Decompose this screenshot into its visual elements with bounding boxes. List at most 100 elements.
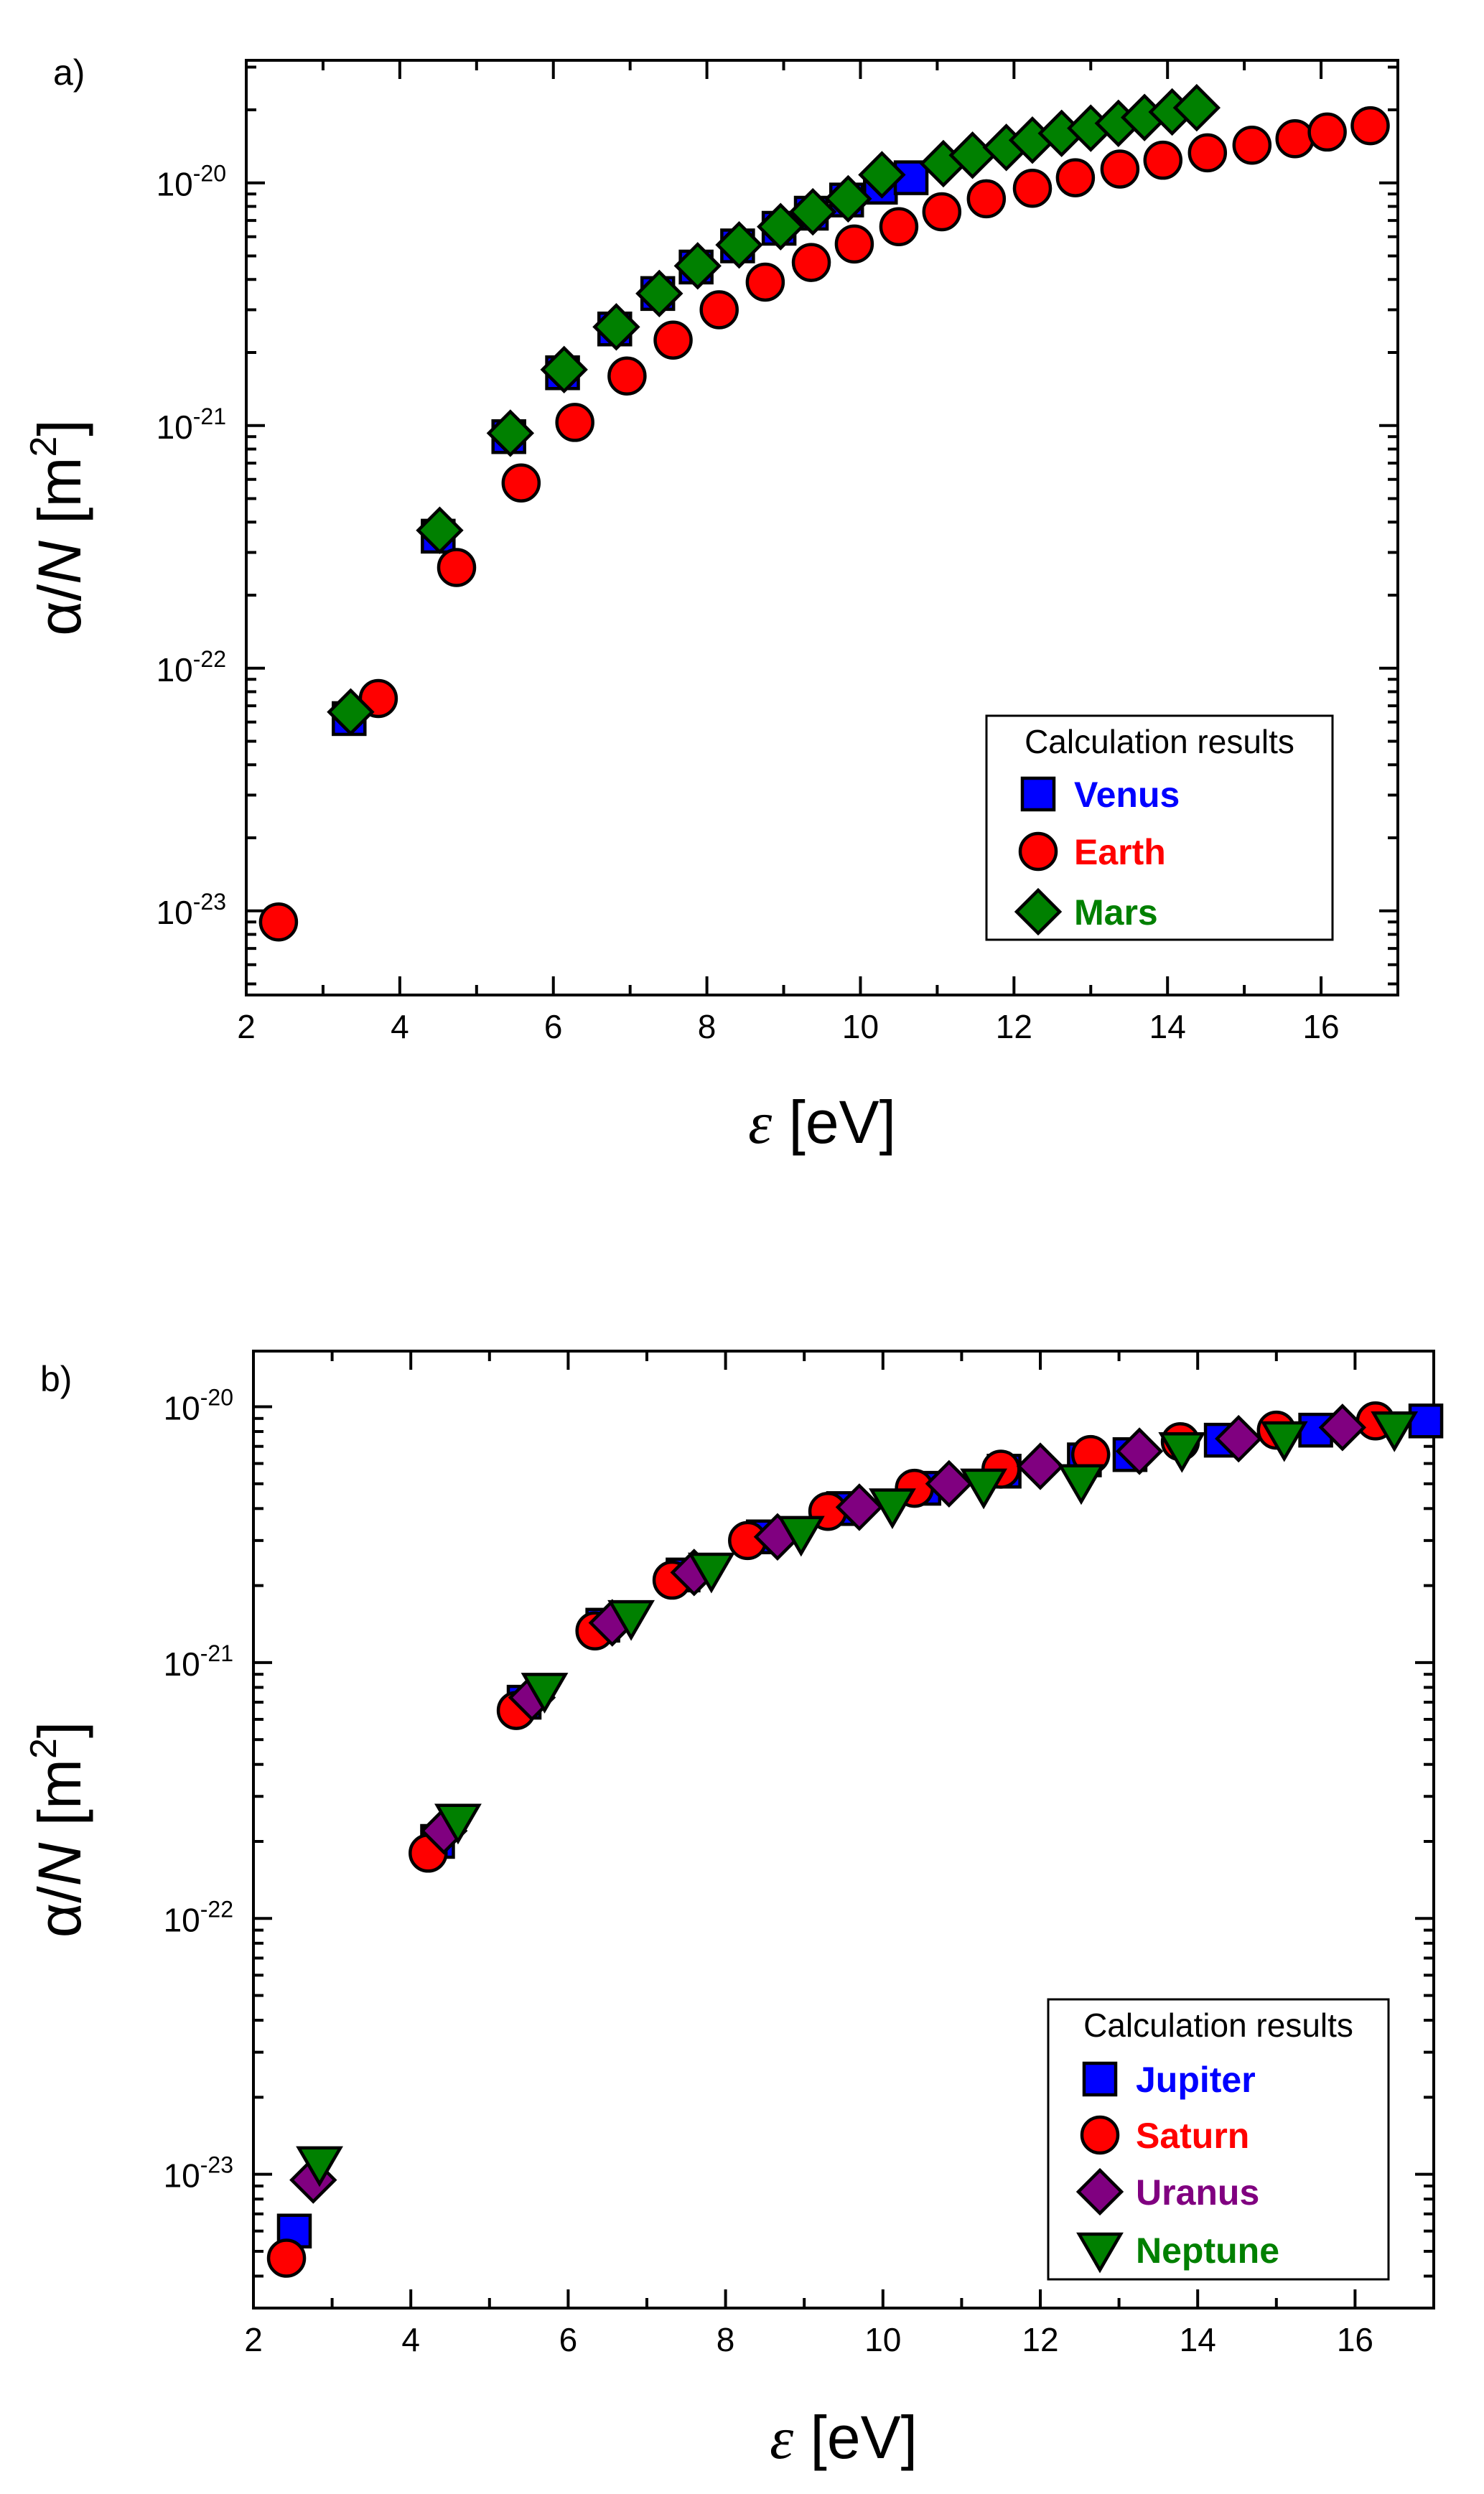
data-point bbox=[1187, 133, 1228, 173]
x-tick-label: 14 bbox=[1149, 1008, 1186, 1045]
data-point bbox=[834, 224, 874, 264]
data-point bbox=[607, 356, 647, 396]
x-tick-label: 2 bbox=[237, 1008, 256, 1045]
panel-b: 2 4 6 8 10 12 14 16 10-20 10-21 10-22 10-23 b) ε [eV]… bbox=[23, 1350, 1444, 2472]
data-point bbox=[1158, 1432, 1206, 1473]
data-point bbox=[266, 2238, 307, 2278]
data-point bbox=[1307, 112, 1347, 152]
data-point bbox=[869, 1488, 916, 1529]
data-point bbox=[879, 207, 919, 246]
legend-marker bbox=[1014, 887, 1063, 936]
x-tick-label: 16 bbox=[1337, 2321, 1373, 2358]
data-point bbox=[1115, 1427, 1164, 1475]
data-point bbox=[1371, 1411, 1419, 1452]
x-tick-label: 10 bbox=[842, 1008, 879, 1045]
data-point bbox=[296, 2146, 343, 2187]
x-tick-label: 12 bbox=[1022, 2321, 1058, 2358]
data-point bbox=[824, 174, 872, 223]
legend-title: Calculation results bbox=[1083, 2007, 1353, 2044]
y-tick-label: 10-22 bbox=[164, 1896, 233, 1938]
data-point bbox=[925, 1459, 974, 1508]
data-point bbox=[1100, 149, 1140, 189]
legend-entry: Earth bbox=[1074, 832, 1166, 872]
y-axis-label: α/N [m2] bbox=[23, 1722, 93, 1938]
legend-marker bbox=[1020, 776, 1056, 812]
data-point bbox=[699, 290, 739, 330]
legend-marker bbox=[1076, 2232, 1124, 2274]
legend-marker bbox=[1075, 2167, 1124, 2216]
data-point bbox=[1143, 140, 1183, 180]
legend-marker bbox=[1018, 831, 1058, 872]
data-point bbox=[673, 242, 722, 290]
data-point bbox=[1012, 169, 1053, 208]
data-point bbox=[777, 1515, 825, 1557]
data-point bbox=[653, 320, 693, 360]
x-axis-label: ε [eV] bbox=[770, 2404, 918, 2472]
series-mars bbox=[327, 83, 1221, 736]
data-point bbox=[540, 345, 588, 394]
y-tick-label: 10-21 bbox=[164, 1640, 233, 1683]
data-point bbox=[1408, 1404, 1444, 1439]
y-tick-label: 10-23 bbox=[164, 2152, 233, 2195]
data-point bbox=[635, 269, 683, 318]
data-point bbox=[1016, 1442, 1065, 1490]
data-point bbox=[687, 1552, 735, 1594]
legend-entry: Jupiter bbox=[1136, 2060, 1256, 2100]
y-tick-label: 10-20 bbox=[157, 161, 226, 203]
data-point bbox=[258, 902, 299, 942]
y-tick-label: 10-21 bbox=[157, 403, 226, 446]
plot-frame bbox=[245, 59, 1399, 996]
x-tick-label: 8 bbox=[698, 1008, 717, 1045]
y-tick-label: 10-20 bbox=[164, 1385, 233, 1427]
data-point bbox=[1058, 1464, 1105, 1505]
data-point bbox=[416, 506, 464, 554]
data-point bbox=[1232, 125, 1272, 165]
data-point bbox=[592, 303, 640, 351]
legend-entry: Neptune bbox=[1136, 2231, 1279, 2271]
data-point bbox=[1318, 1404, 1367, 1452]
data-point bbox=[791, 243, 831, 282]
data-point bbox=[922, 192, 962, 232]
x-axis-label: ε [eV] bbox=[748, 1088, 896, 1157]
data-point bbox=[966, 179, 1007, 219]
data-point bbox=[1260, 1421, 1308, 1462]
data-point bbox=[555, 403, 594, 442]
x-tick-label: 4 bbox=[391, 1008, 409, 1045]
panel-label: a) bbox=[53, 52, 85, 93]
x-tick-label: 12 bbox=[996, 1008, 1032, 1045]
panel-label: b) bbox=[40, 1359, 72, 1399]
data-point bbox=[1055, 158, 1096, 197]
x-tick-label: 14 bbox=[1180, 2321, 1216, 2358]
legend-marker bbox=[1080, 2115, 1120, 2155]
data-point bbox=[434, 1803, 482, 1845]
data-point bbox=[327, 688, 375, 736]
data-point bbox=[1215, 1414, 1263, 1463]
plot-frame bbox=[252, 1350, 1435, 2309]
legend-marker bbox=[1082, 2061, 1118, 2097]
data-point bbox=[757, 202, 805, 251]
data-point bbox=[835, 1483, 884, 1531]
data-point bbox=[858, 151, 906, 199]
data-point bbox=[1275, 119, 1315, 159]
data-point bbox=[607, 1599, 655, 1641]
legend-entry: Venus bbox=[1074, 775, 1180, 815]
data-point bbox=[486, 409, 535, 457]
series-neptune bbox=[296, 1411, 1419, 2187]
series-earth bbox=[258, 106, 1390, 942]
x-tick-label: 6 bbox=[544, 1008, 563, 1045]
legend-entry: Uranus bbox=[1136, 2172, 1259, 2213]
data-point bbox=[1350, 106, 1390, 146]
data-point bbox=[960, 1468, 1007, 1510]
legend-title: Calculation results bbox=[1025, 723, 1294, 760]
x-tick-label: 8 bbox=[717, 2321, 735, 2358]
data-point bbox=[437, 548, 477, 587]
data-point bbox=[1172, 83, 1221, 132]
y-tick-label: 10-23 bbox=[157, 889, 226, 931]
y-tick-label: 10-22 bbox=[157, 646, 226, 688]
data-point bbox=[501, 463, 541, 503]
x-tick-label: 2 bbox=[244, 2321, 263, 2358]
x-tick-label: 16 bbox=[1302, 1008, 1339, 1045]
legend-entry: Mars bbox=[1074, 892, 1158, 933]
y-axis-label: α/N [m2] bbox=[23, 419, 93, 636]
